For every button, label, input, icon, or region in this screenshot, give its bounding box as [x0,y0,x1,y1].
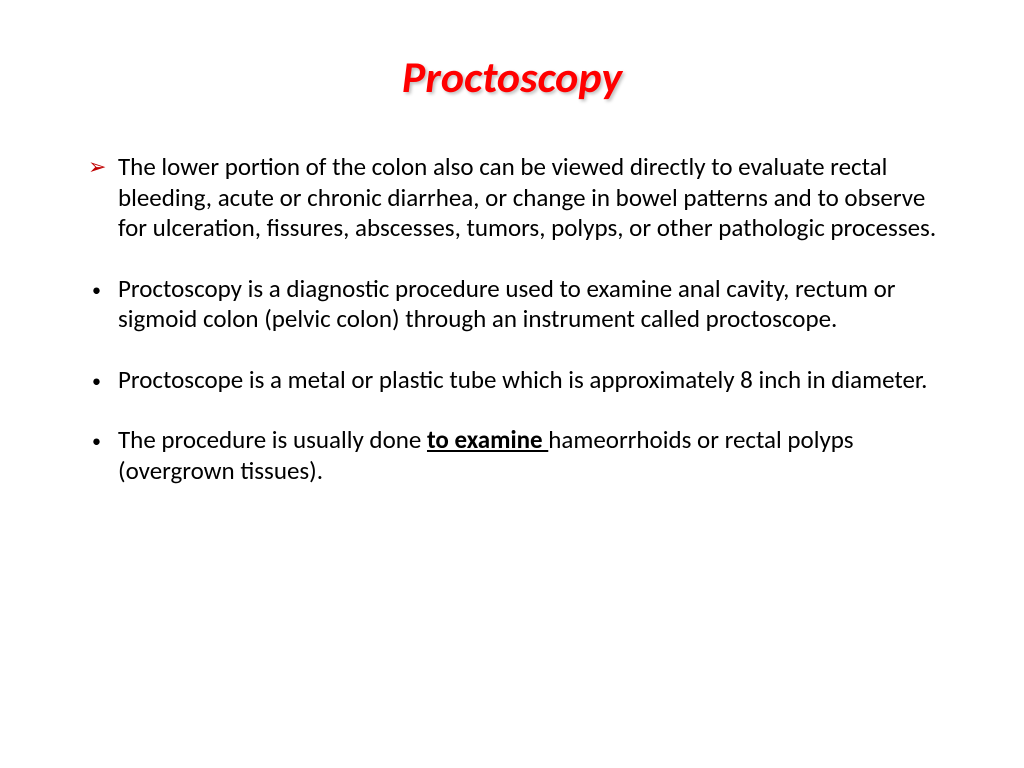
text-emphasis: to examine [427,424,548,455]
bullet-item: ➢ The lower portion of the colon also ca… [88,152,944,244]
bullet-text: Proctoscopy is a diagnostic procedure us… [118,274,944,335]
slide-title: Proctoscopy [70,50,954,104]
bullet-item: • Proctoscope is a metal or plastic tube… [88,365,944,396]
slide-content: ➢ The lower portion of the colon also ca… [70,152,954,486]
bullet-text: Proctoscope is a metal or plastic tube w… [118,365,944,396]
dot-bullet-icon: • [88,365,118,393]
bullet-item: • Proctoscopy is a diagnostic procedure … [88,274,944,335]
bullet-text: The procedure is usually done to examine… [118,425,944,486]
slide-container: Proctoscopy ➢ The lower portion of the c… [0,0,1024,768]
text-pre: The procedure is usually done [118,424,427,455]
dot-bullet-icon: • [88,425,118,453]
bullet-item: • The procedure is usually done to exami… [88,425,944,486]
arrow-bullet-icon: ➢ [88,152,118,181]
dot-bullet-icon: • [88,274,118,302]
bullet-text: The lower portion of the colon also can … [118,152,944,244]
